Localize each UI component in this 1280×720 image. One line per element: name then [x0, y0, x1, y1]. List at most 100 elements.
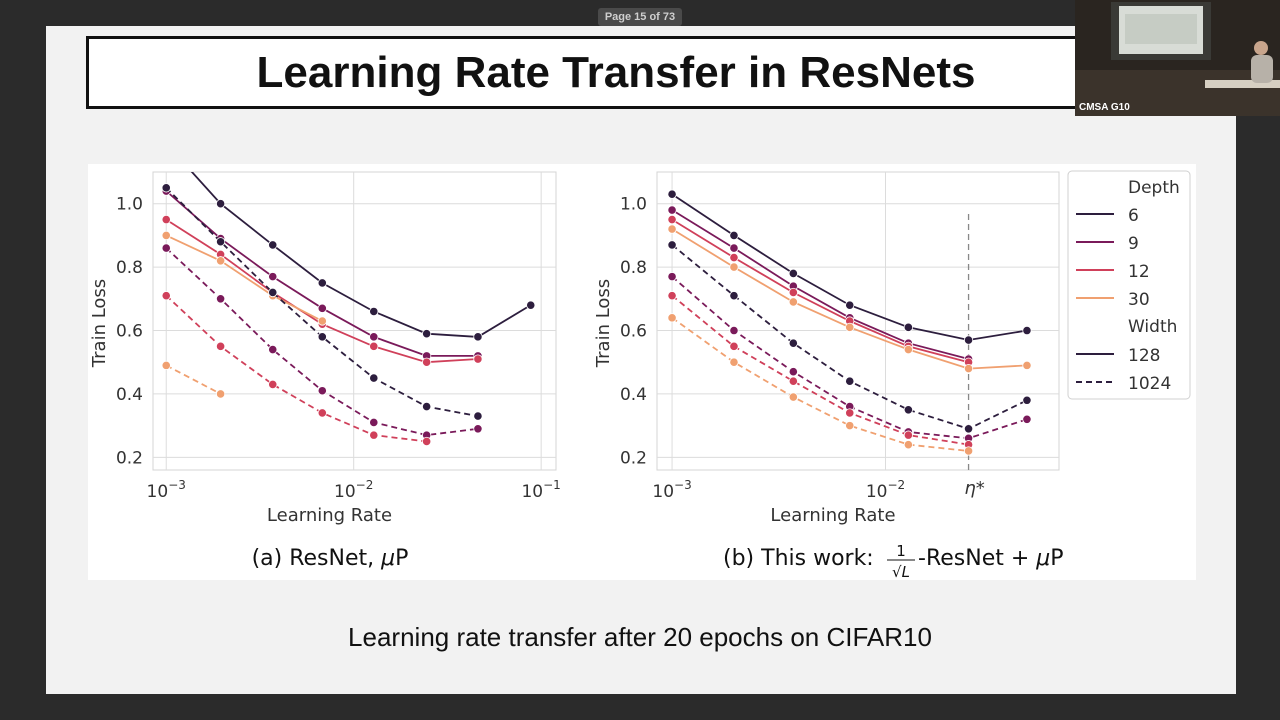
data-point: [667, 313, 677, 323]
legend-width-label: 1024: [1128, 374, 1171, 394]
data-point: [422, 436, 432, 447]
data-point: [317, 408, 327, 418]
data-point: [369, 306, 379, 317]
data-point: [845, 421, 855, 431]
data-point: [268, 272, 278, 282]
data-point: [667, 272, 677, 282]
series-depth-6-width-128: [190, 172, 536, 342]
y-tick-label: 0.4: [620, 385, 647, 405]
series-depth-6-width-1024: [161, 183, 483, 421]
y-tick-label: 1.0: [116, 195, 143, 215]
caption-fraction-numerator: 1: [896, 542, 906, 560]
data-point: [1022, 414, 1032, 424]
x-axis-label: Learning Rate: [267, 505, 392, 526]
data-point: [422, 329, 432, 339]
legend-width-title: Width: [1128, 317, 1177, 337]
data-point: [963, 446, 974, 456]
series-line: [671, 218, 969, 364]
data-point: [369, 417, 379, 428]
y-tick-label: 0.2: [620, 448, 647, 468]
y-axis-label: Train Loss: [593, 279, 614, 368]
data-point: [667, 205, 677, 215]
y-tick-label: 0.4: [116, 385, 143, 405]
data-point: [161, 214, 171, 225]
series-line: [165, 234, 323, 322]
data-point: [788, 367, 798, 377]
series-depth-9-width-1024: [161, 243, 483, 440]
data-point: [903, 405, 913, 415]
series-depth-6-width-128: [667, 189, 1032, 345]
legend-depth-title: Depth: [1128, 178, 1180, 198]
series-depth-30-width-1024: [161, 360, 226, 399]
data-point: [161, 183, 171, 193]
series-line: [190, 172, 532, 338]
speaker-video: CMSA G10: [1075, 0, 1280, 116]
data-point: [369, 430, 379, 440]
slide-title: Learning Rate Transfer in ResNets: [256, 47, 976, 97]
series-depth-30-width-128: [667, 224, 1032, 374]
y-tick-label: 0.2: [116, 448, 143, 468]
y-tick-label: 0.8: [116, 258, 143, 278]
data-point: [667, 189, 677, 199]
data-point: [729, 262, 739, 272]
data-point: [317, 278, 327, 288]
data-point: [473, 424, 483, 434]
y-tick-label: 0.8: [620, 258, 647, 278]
x-tick-label: 10−2: [334, 478, 373, 502]
series-depth-9-width-1024: [667, 272, 1032, 443]
data-point: [963, 363, 974, 374]
data-point: [667, 214, 677, 225]
x-tick-label: 10−3: [652, 478, 691, 502]
speaker-video-frame: [1075, 0, 1280, 116]
page-indicator: Page 15 of 73: [598, 8, 682, 26]
data-point: [268, 240, 278, 250]
data-point: [317, 303, 327, 313]
data-point: [161, 291, 171, 301]
data-point: [216, 237, 226, 247]
figure-caption-b-label: (b) This work:: [723, 546, 874, 571]
data-point: [729, 252, 739, 263]
data-point: [1022, 395, 1032, 405]
data-point: [216, 199, 226, 209]
x-axis-label: Learning Rate: [770, 505, 895, 526]
data-point: [268, 287, 278, 298]
data-point: [369, 332, 379, 342]
data-point: [317, 316, 327, 326]
data-point: [845, 408, 855, 418]
data-point: [161, 360, 171, 370]
data-point: [268, 344, 278, 355]
data-point: [729, 325, 739, 336]
data-point: [788, 338, 798, 348]
data-point: [216, 389, 226, 399]
data-point: [216, 294, 226, 304]
series-depth-12-width-1024: [161, 291, 432, 447]
data-point: [369, 373, 379, 383]
data-point: [317, 386, 327, 396]
data-point: [1022, 360, 1032, 370]
data-point: [216, 341, 226, 351]
figure-caption-a: (a) ResNet, μP: [252, 546, 409, 571]
video-label: CMSA G10: [1079, 102, 1130, 113]
data-point: [963, 335, 974, 345]
series-depth-30-width-1024: [667, 313, 974, 456]
series-depth-6-width-1024: [667, 240, 1032, 434]
legend-depth-label: 12: [1128, 262, 1150, 282]
data-point: [422, 357, 432, 367]
data-point: [667, 291, 677, 301]
data-point: [161, 243, 171, 253]
data-point: [729, 243, 739, 253]
series-line: [671, 209, 969, 360]
data-point: [788, 268, 798, 279]
data-point: [317, 332, 327, 342]
x-tick-label: 10−2: [866, 478, 905, 502]
data-point: [729, 230, 739, 241]
data-point: [667, 240, 677, 250]
series-line: [671, 294, 969, 446]
data-point: [161, 230, 171, 241]
data-point: [963, 424, 974, 434]
x-tick-label: 10−1: [521, 478, 560, 502]
caption-fraction-denominator: √L: [892, 563, 910, 581]
slide-caption: Learning rate transfer after 20 epochs o…: [348, 622, 932, 652]
x-tick-label: 10−3: [147, 478, 186, 502]
data-point: [903, 440, 913, 450]
